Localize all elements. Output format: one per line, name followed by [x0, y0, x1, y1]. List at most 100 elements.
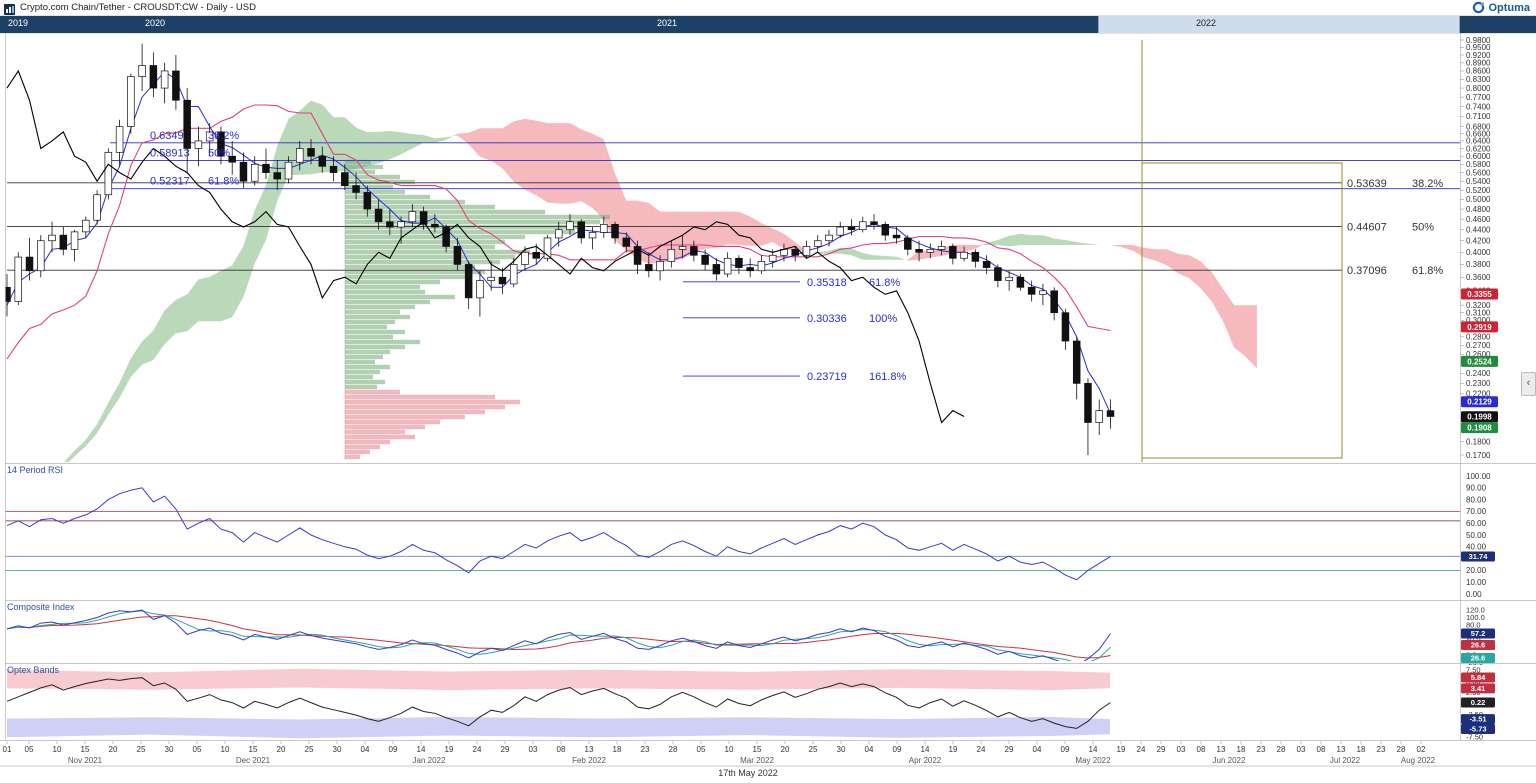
volume-profile-bar — [345, 344, 405, 350]
volume-profile-bar — [345, 414, 465, 420]
date-tick-label: 08 — [1317, 745, 1326, 754]
candle-body — [870, 221, 878, 225]
date-tick-label: 30 — [333, 745, 342, 754]
ichimoku-cloud-bearish — [1133, 245, 1145, 258]
price-axis-label: 0.5200 — [1466, 186, 1491, 195]
ichimoku-cloud-bullish — [896, 256, 908, 261]
candle-body — [532, 251, 540, 259]
ichimoku-cloud-bullish — [85, 424, 98, 447]
date-tick-label: 29 — [1157, 745, 1166, 754]
ichimoku-cloud-bullish — [401, 132, 413, 155]
rsi-axis-label: 40.00 — [1466, 543, 1487, 552]
date-tick-label: 18 — [1357, 745, 1366, 754]
month-label: Jun 2022 — [1213, 756, 1246, 765]
volume-profile-bar — [345, 274, 465, 280]
price-axis-label: 0.7700 — [1466, 93, 1491, 102]
annotation-price-box — [1141, 162, 1343, 459]
ichimoku-cloud-bullish — [232, 245, 244, 318]
ichimoku-cloud-bullish — [130, 341, 143, 377]
price-axis-label: 0.8300 — [1466, 75, 1491, 84]
timeline-navigator[interactable]: 2019 2020 2021 2022 — [0, 15, 1536, 33]
candle-body — [892, 234, 901, 239]
candle-body — [262, 163, 270, 173]
candle-body — [768, 254, 777, 262]
volume-profile-bar — [345, 224, 585, 230]
volume-profile-bar — [345, 164, 383, 170]
optex-badge-label: -3.51 — [1469, 715, 1486, 724]
volume-profile-bar — [345, 249, 530, 255]
optex-badge-label: -5.73 — [1469, 725, 1486, 734]
price-badge — [1461, 396, 1498, 408]
candle-body — [1061, 312, 1070, 342]
navigator-viewport[interactable] — [1098, 15, 1460, 33]
ichimoku-cloud-bearish — [964, 245, 976, 253]
price-axis-label: 0.4800 — [1466, 205, 1491, 214]
rsi-badge-label: 31.74 — [1469, 552, 1489, 561]
optex-bands-pane[interactable] — [6, 668, 1111, 739]
main-price-pane[interactable] — [4, 35, 1460, 482]
month-label: Dec 2021 — [236, 756, 271, 765]
date-tick-label: 19 — [445, 745, 454, 754]
date-tick-label: 14 — [1089, 745, 1098, 754]
candle-body — [712, 264, 721, 275]
ichimoku-cloud-bearish — [705, 211, 717, 249]
volume-profile-bar — [345, 214, 610, 220]
candle-body — [1050, 290, 1058, 314]
candle-body — [329, 165, 338, 173]
candle-body — [284, 161, 293, 180]
candle-body — [982, 260, 991, 268]
date-tick-label: 18 — [613, 745, 622, 754]
rsi-axis-label: 10.00 — [1466, 578, 1487, 587]
candle-body — [239, 161, 248, 182]
candle-body — [82, 219, 90, 233]
candle-body — [14, 256, 23, 302]
price-axis-label: 0.6600 — [1466, 129, 1491, 138]
volume-profile-bar — [345, 304, 415, 310]
ichimoku-cloud-bearish — [693, 211, 706, 253]
ichimoku-cloud-bullish — [874, 255, 886, 260]
rsi-axis-label: 80.00 — [1466, 495, 1487, 504]
volume-profile-bar — [345, 269, 485, 275]
price-axis-label: 0.5600 — [1466, 168, 1491, 177]
axis-collapse-button[interactable]: ‹ — [1521, 372, 1536, 396]
ichimoku-cloud-bearish — [1155, 249, 1167, 266]
ichimoku-cloud-bullish — [153, 310, 165, 360]
ichimoku-cloud-bearish — [761, 223, 773, 246]
date-tick-label: 30 — [165, 745, 174, 754]
ichimoku-cloud-bearish — [1234, 305, 1246, 357]
ichimoku-cloud-bearish — [1223, 289, 1235, 348]
ichimoku-cloud-bullish — [97, 402, 109, 434]
candle-body — [228, 155, 236, 163]
rsi-pane[interactable] — [5, 487, 1460, 581]
candle-body — [836, 226, 844, 236]
date-tick-label: 04 — [865, 745, 874, 754]
volume-profile-bar — [345, 379, 385, 385]
ichimoku-cloud-bearish — [1200, 261, 1212, 302]
ichimoku-cloud-bullish — [64, 450, 75, 462]
candle-body — [1072, 340, 1081, 384]
composite-badge-label: 26.6 — [1471, 641, 1486, 650]
date-tick-label: 24 — [977, 745, 986, 754]
ichimoku-cloud-bullish — [266, 146, 278, 240]
date-tick-label: 30 — [837, 745, 846, 754]
volume-profile-bar — [345, 399, 520, 405]
ichimoku-cloud-bullish — [367, 131, 379, 167]
ichimoku-cloud-bullish — [108, 382, 120, 415]
candle-body — [690, 246, 698, 256]
candle-body — [600, 224, 608, 233]
composite-index-pane[interactable] — [6, 609, 1111, 666]
date-tick-label: 13 — [585, 745, 594, 754]
candle-body — [859, 221, 867, 231]
volume-profile-bar — [345, 184, 393, 190]
date-tick-label: 28 — [669, 745, 678, 754]
price-axis-label: 0.7400 — [1466, 102, 1491, 111]
ichimoku-cloud-bullish — [817, 250, 829, 254]
date-tick-label: 28 — [1277, 745, 1286, 754]
volume-profile-bar — [345, 259, 500, 265]
candle-body — [994, 267, 1002, 281]
candle-body — [25, 256, 34, 272]
date-tick-label: 09 — [389, 745, 398, 754]
date-tick-label: 05 — [697, 745, 706, 754]
chart-plot-area[interactable] — [5, 35, 1460, 462]
